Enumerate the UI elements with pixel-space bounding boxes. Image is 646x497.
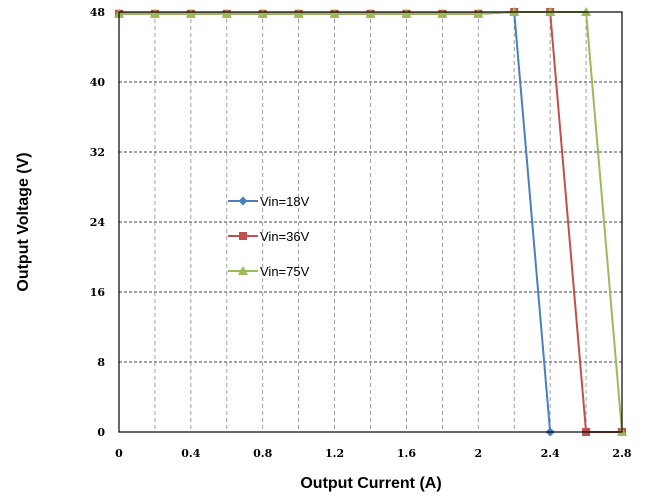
y-tick-label: 16 [90,286,106,299]
x-tick-labels: 0 0.4 0.8 1.2 1.6 2 2.4 2.8 [115,447,632,460]
data-point [293,8,304,18]
data-point [365,8,376,18]
y-tick-label: 24 [90,216,106,229]
data-point [401,8,412,18]
y-tick-label: 32 [90,146,105,159]
x-tick-label: 2 [474,447,482,460]
legend-swatch-marker [238,266,248,275]
data-point [437,8,448,18]
grid [119,12,622,432]
legend-item: Vin=36V [228,229,310,244]
y-tick-labels: 0 8 16 24 32 40 48 [90,6,106,439]
x-tick-label: 1.2 [325,447,344,460]
y-tick-label: 40 [90,76,106,89]
data-point [257,8,268,18]
legend-label: Vin=75V [260,264,310,279]
legend-label: Vin=18V [260,194,310,209]
legend: Vin=18V Vin=36V Vin=75V [228,194,310,279]
y-axis-title: Output Voltage (V) [15,152,32,291]
legend-label: Vin=36V [260,229,310,244]
data-point [329,8,340,18]
data-point [473,8,484,18]
x-axis-title: Output Current (A) [300,475,441,492]
x-tick-label: 1.6 [397,447,416,460]
legend-swatch-marker [239,232,247,240]
x-tick-label: 0.4 [181,447,200,460]
legend-item: Vin=18V [228,194,310,209]
x-tick-label: 0 [115,447,123,460]
y-tick-label: 8 [97,356,105,369]
legend-swatch-marker [238,196,248,206]
data-point [149,8,160,18]
data-point [221,8,232,18]
y-tick-label: 48 [90,6,106,19]
legend-item: Vin=75V [228,264,310,279]
x-tick-label: 2.4 [541,447,560,460]
x-tick-label: 0.8 [253,447,272,460]
data-point [185,8,196,18]
x-tick-label: 2.8 [612,447,631,460]
y-tick-label: 0 [97,426,105,439]
plot-frame [118,11,623,433]
